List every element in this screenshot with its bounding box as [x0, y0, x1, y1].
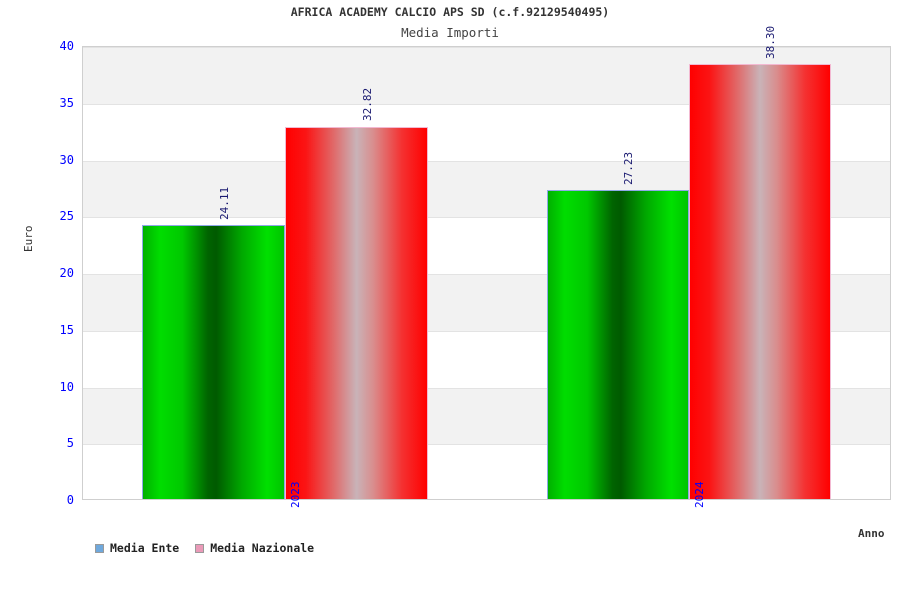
y-tick-label: 30: [59, 152, 74, 167]
y-tick-label: 5: [66, 436, 74, 451]
bar-media-nazionale-2023[interactable]: [285, 126, 428, 499]
y-tick-label: 20: [59, 266, 74, 280]
gridline: [83, 217, 890, 219]
legend-label-media-nazionale: Media Nazionale: [210, 541, 315, 555]
x-tick-label: 2024: [693, 481, 706, 509]
legend-label-media-ente: Media Ente: [110, 541, 180, 555]
gridline: [83, 160, 890, 162]
bar-value-label: 24.11: [217, 187, 231, 221]
chart-subtitle: Media Importi: [401, 25, 499, 40]
y-tick-label: 10: [59, 379, 74, 394]
y-tick-label: 0: [66, 493, 74, 507]
y-axis-ticks: 0 5 10 15 20 25 30 35 40: [0, 0, 74, 600]
y-tick-label: 40: [59, 39, 74, 53]
gridline: [83, 274, 890, 275]
y-tick-label: 25: [59, 209, 74, 224]
chart-legend: Media Ente Media Nazionale: [95, 541, 314, 555]
bar-value-label: 27.23: [622, 151, 635, 185]
gridline: [83, 47, 890, 48]
bar-media-ente-2024[interactable]: [547, 189, 689, 499]
gridline: [83, 444, 890, 446]
plot-area: [82, 46, 891, 500]
bar-value-label: 38.30: [764, 26, 777, 60]
gridline: [83, 387, 890, 389]
chart-title: AFRICA ACADEMY CALCIO APS SD (c.f.921295…: [290, 5, 610, 19]
bar-media-nazionale-2024[interactable]: [689, 64, 831, 499]
x-tick-label: 2023: [289, 481, 302, 509]
gridline: [83, 330, 890, 332]
legend-item-media-ente[interactable]: Media Ente: [95, 541, 179, 555]
x-axis-title: Anno: [858, 527, 885, 540]
legend-swatch-media-nazionale: [195, 543, 205, 553]
y-tick-label: 15: [59, 322, 74, 337]
legend-item-media-nazionale[interactable]: Media Nazionale: [195, 541, 314, 555]
legend-swatch-media-ente: [95, 543, 104, 553]
bar-media-ente-2023[interactable]: [142, 225, 285, 499]
y-tick-label: 35: [59, 95, 74, 110]
bar-value-label: 32.82: [360, 88, 374, 122]
gridline: [83, 103, 890, 105]
